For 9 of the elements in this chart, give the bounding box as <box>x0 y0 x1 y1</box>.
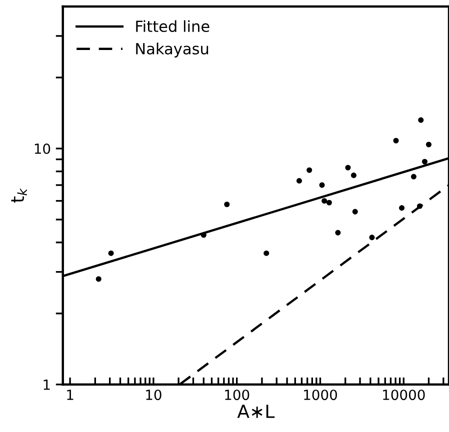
x-tick-label: 1000 <box>304 390 337 400</box>
legend-label: Nakayasu <box>136 42 208 58</box>
x-tick-label: 10 <box>146 390 162 400</box>
x-tick-label: 10000 <box>383 390 425 400</box>
x-axis-title: A∗L <box>237 404 275 418</box>
legend-label: Fitted line <box>136 20 210 32</box>
x-tick-label: 100 <box>225 390 250 400</box>
y-axis-title: t$_{k}$ <box>11 188 27 203</box>
x-tick-label: 1 <box>67 390 74 400</box>
